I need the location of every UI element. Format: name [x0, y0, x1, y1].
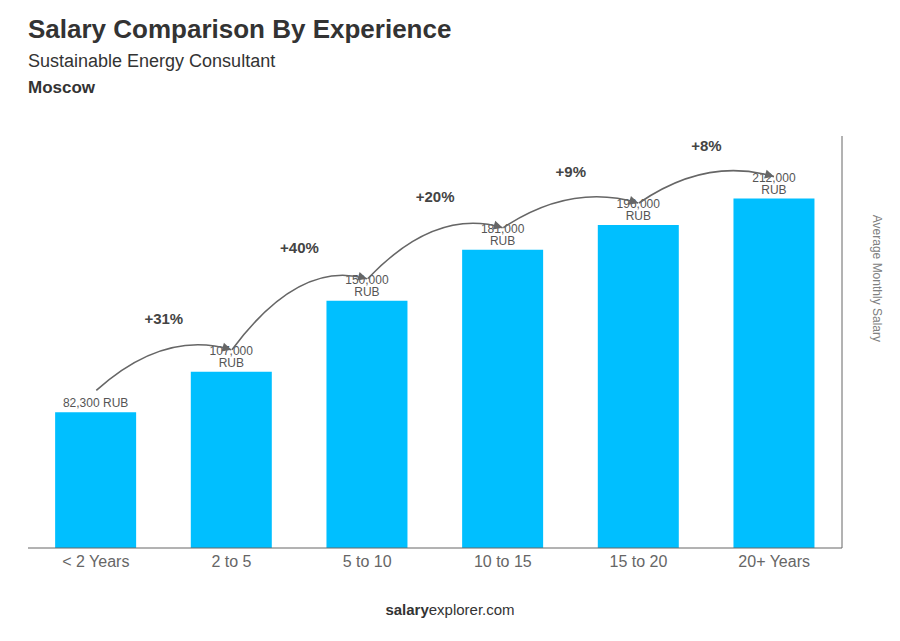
svg-text:196,000RUB: 196,000RUB [617, 197, 661, 223]
svg-text:20+ Years: 20+ Years [738, 553, 810, 570]
svg-text:< 2 Years: < 2 Years [62, 553, 129, 570]
html-text:Salary Comparison By Experienc: Salary Comparison By Experience [28, 14, 452, 44]
svg-text:107,000RUB: 107,000RUB [210, 344, 254, 370]
svg-text:+20%: +20% [416, 188, 455, 205]
svg-text:+8%: +8% [691, 137, 721, 154]
html-text:Sustainable Energy Consultant: Sustainable Energy Consultant [28, 51, 276, 71]
svg-text:+31%: +31% [144, 310, 183, 327]
svg-text:+9%: +9% [556, 163, 586, 180]
svg-text:212,000RUB: 212,000RUB [752, 171, 796, 197]
svg-text:2 to 5: 2 to 5 [211, 553, 251, 570]
svg-text:15 to 20: 15 to 20 [610, 553, 668, 570]
svg-text:150,000RUB: 150,000RUB [345, 273, 389, 299]
html-text:Moscow: Moscow [28, 78, 96, 97]
svg-text:Average Monthly Salary: Average Monthly Salary [870, 215, 884, 342]
svg-text:181,000RUB: 181,000RUB [481, 222, 525, 248]
svg-text:82,300 RUB: 82,300 RUB [63, 396, 128, 410]
svg-text:10 to 15: 10 to 15 [474, 553, 532, 570]
svg-text:5 to 10: 5 to 10 [343, 553, 392, 570]
svg-text:+40%: +40% [280, 239, 319, 256]
html-text:salary explorer.com: salary explorer.com [385, 601, 515, 618]
